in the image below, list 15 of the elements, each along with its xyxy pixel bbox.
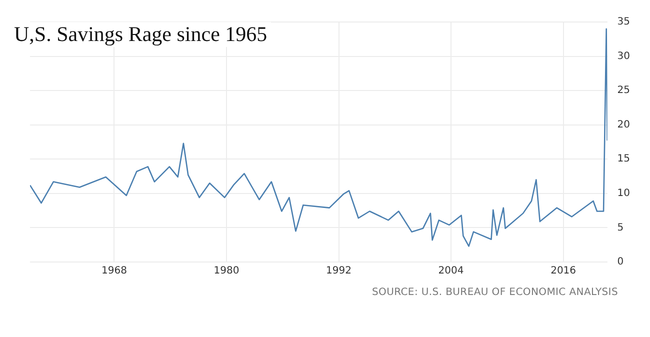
x-tick-label: 1980 (214, 266, 240, 277)
x-tick-label: 1968 (101, 266, 127, 277)
y-tick-label: 5 (617, 222, 624, 234)
y-tick-label: 15 (617, 154, 630, 165)
y-tick-label: 30 (617, 50, 630, 62)
x-tick-label: 1992 (326, 266, 352, 277)
y-tick-label: 20 (617, 119, 630, 130)
x-tick-label: 2004 (438, 266, 464, 277)
chart-title: U,S. Savings Rage since 1965 (14, 22, 272, 47)
x-tick-label: 2016 (550, 266, 576, 277)
source-note: SOURCE: U.S. BUREAU OF ECONOMIC ANALYSIS (372, 287, 618, 298)
y-tick-label: 0 (617, 256, 624, 268)
y-tick-label: 35 (617, 16, 630, 28)
y-tick-label: 25 (617, 85, 630, 96)
y-tick-label: 10 (617, 188, 630, 200)
